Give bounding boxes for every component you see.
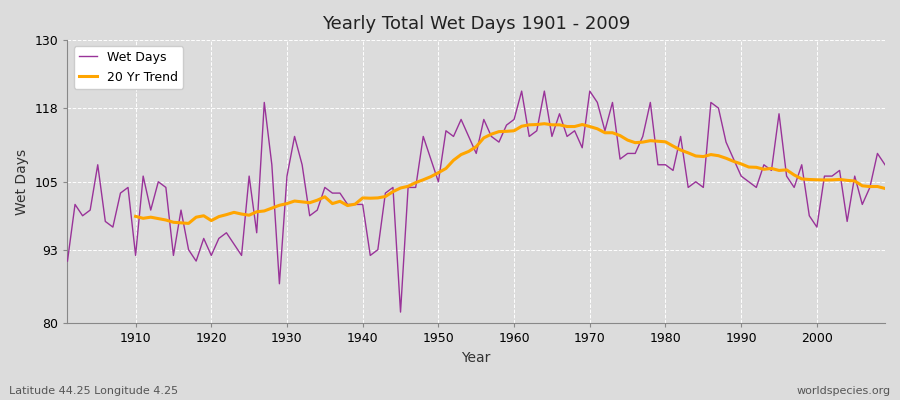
Wet Days [879, 162, 890, 167]
Wet Days [335, 191, 346, 196]
Wet Days [395, 310, 406, 314]
20 Yr Trend [857, 184, 868, 188]
20 Yr Trend [592, 126, 603, 131]
Wet Days [62, 259, 73, 264]
20 Yr Trend [539, 121, 550, 126]
Text: worldspecies.org: worldspecies.org [796, 386, 891, 396]
Wet Days [517, 89, 527, 94]
Legend: Wet Days, 20 Yr Trend: Wet Days, 20 Yr Trend [74, 46, 184, 89]
Text: Latitude 44.25 Longitude 4.25: Latitude 44.25 Longitude 4.25 [9, 386, 178, 396]
Y-axis label: Wet Days: Wet Days [15, 149, 29, 215]
20 Yr Trend [184, 221, 194, 226]
20 Yr Trend [879, 186, 890, 191]
20 Yr Trend [312, 198, 323, 202]
Wet Days [122, 185, 133, 190]
Wet Days [524, 134, 535, 139]
Wet Days [289, 134, 300, 139]
20 Yr Trend [834, 177, 845, 182]
Wet Days [615, 157, 626, 162]
Line: 20 Yr Trend: 20 Yr Trend [136, 124, 885, 224]
Line: Wet Days: Wet Days [68, 91, 885, 312]
Wet Days [508, 117, 519, 122]
X-axis label: Year: Year [462, 351, 490, 365]
Title: Yearly Total Wet Days 1901 - 2009: Yearly Total Wet Days 1901 - 2009 [322, 15, 630, 33]
20 Yr Trend [282, 201, 292, 206]
20 Yr Trend [130, 214, 141, 219]
20 Yr Trend [524, 122, 535, 127]
